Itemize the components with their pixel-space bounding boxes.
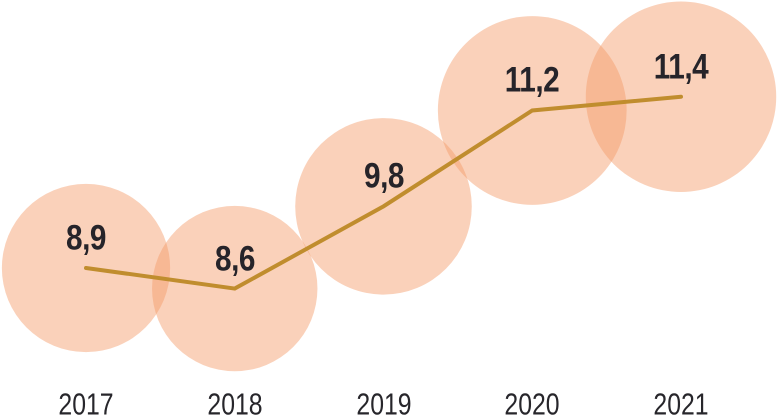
trend-line: [84, 94, 683, 291]
